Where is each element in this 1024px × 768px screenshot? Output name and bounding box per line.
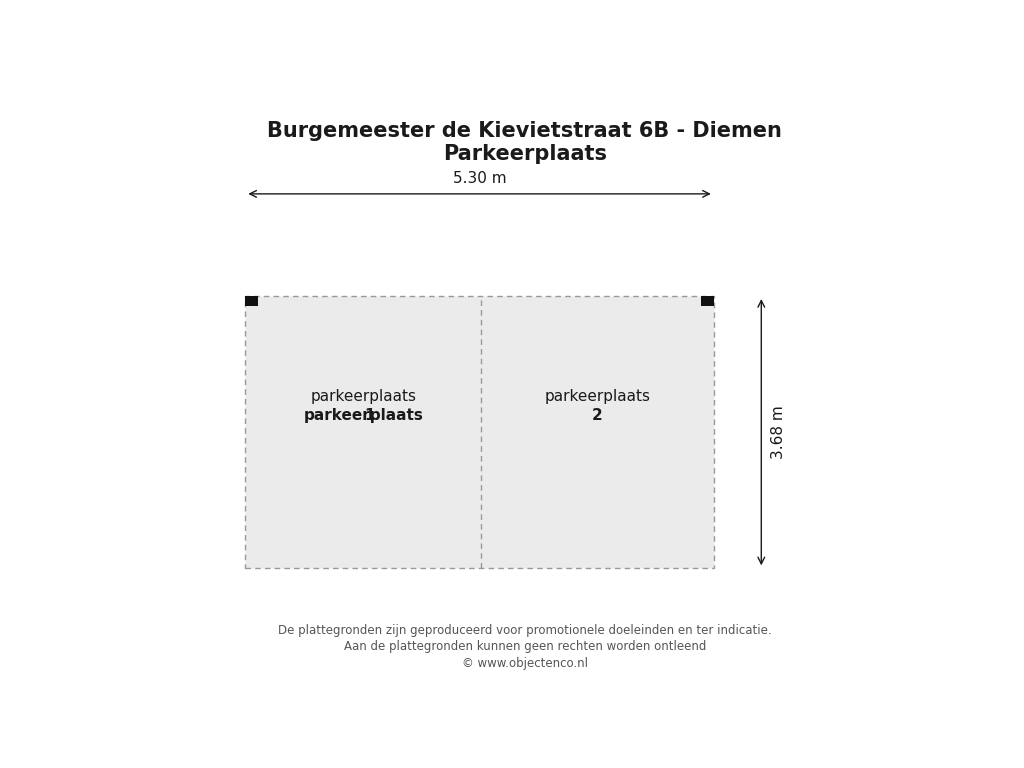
Text: Burgemeester de Kievietstraat 6B - Diemen: Burgemeester de Kievietstraat 6B - Dieme…	[267, 121, 782, 141]
Text: 3.68 m: 3.68 m	[771, 406, 786, 459]
Text: Parkeerplaats: Parkeerplaats	[442, 144, 607, 164]
Text: parkeerplaats: parkeerplaats	[303, 409, 423, 423]
Text: © www.objectenco.nl: © www.objectenco.nl	[462, 657, 588, 670]
Text: 2: 2	[592, 409, 603, 423]
Text: Aan de plattegronden kunnen geen rechten worden ontleend: Aan de plattegronden kunnen geen rechten…	[344, 641, 706, 654]
Text: 1: 1	[365, 409, 375, 423]
Text: parkeerplaats: parkeerplaats	[545, 389, 650, 405]
Bar	[246, 296, 714, 568]
Text: parkeerplaats: parkeerplaats	[310, 389, 416, 405]
Bar	[701, 296, 714, 306]
Bar	[246, 296, 258, 306]
Text: De plattegronden zijn geproduceerd voor promotionele doeleinden en ter indicatie: De plattegronden zijn geproduceerd voor …	[278, 624, 772, 637]
Text: 5.30 m: 5.30 m	[453, 171, 507, 186]
